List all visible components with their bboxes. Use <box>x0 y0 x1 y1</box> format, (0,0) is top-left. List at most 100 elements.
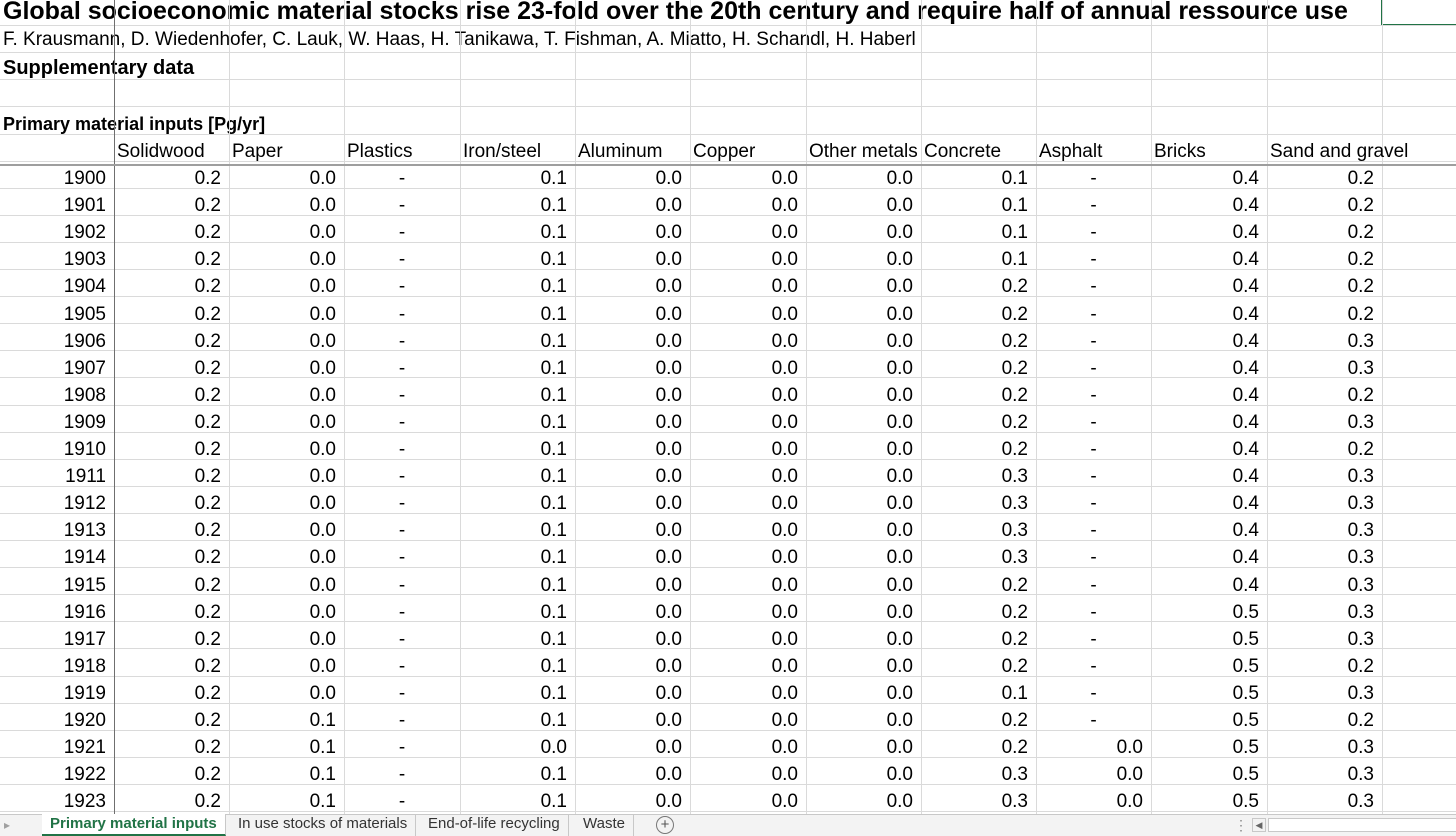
data-cell[interactable]: - <box>398 683 406 704</box>
data-cell[interactable]: 0.1 <box>540 385 567 406</box>
data-cell[interactable]: 0.0 <box>886 656 913 677</box>
data-cell[interactable]: 0.2 <box>194 520 221 541</box>
data-cell[interactable]: 0.3 <box>1347 412 1374 433</box>
data-cell[interactable]: 0.0 <box>309 195 336 216</box>
data-cell[interactable]: 0.0 <box>309 222 336 243</box>
data-cell[interactable]: - <box>398 385 406 406</box>
year-cell[interactable]: 1911 <box>65 466 106 487</box>
column-header[interactable]: Paper <box>232 141 283 162</box>
data-cell[interactable]: 0.2 <box>1001 737 1028 758</box>
column-header[interactable]: Copper <box>693 141 756 162</box>
data-cell[interactable]: 0.0 <box>886 304 913 325</box>
tab-scroll-left-icon[interactable]: ▸ <box>4 818 11 832</box>
data-cell[interactable]: 0.1 <box>540 195 567 216</box>
data-cell[interactable]: 0.0 <box>886 629 913 650</box>
data-cell[interactable]: 0.4 <box>1232 222 1259 243</box>
data-cell[interactable]: 0.2 <box>194 683 221 704</box>
data-cell[interactable]: 0.0 <box>309 629 336 650</box>
data-cell[interactable]: 0.2 <box>1001 629 1028 650</box>
data-cell[interactable]: 0.0 <box>1116 764 1143 785</box>
data-cell[interactable]: 0.1 <box>540 764 567 785</box>
data-cell[interactable]: 0.3 <box>1347 358 1374 379</box>
data-cell[interactable]: 0.0 <box>655 602 682 623</box>
data-cell[interactable]: 0.2 <box>194 249 221 270</box>
year-cell[interactable]: 1902 <box>63 222 106 243</box>
data-cell[interactable]: - <box>398 168 406 189</box>
data-cell[interactable]: 0.1 <box>309 791 336 812</box>
data-cell[interactable]: 0.1 <box>1001 222 1028 243</box>
data-cell[interactable]: 0.1 <box>540 331 567 352</box>
data-cell[interactable]: 0.2 <box>1001 412 1028 433</box>
data-cell[interactable]: 0.1 <box>540 656 567 677</box>
data-cell[interactable]: 0.0 <box>771 656 798 677</box>
data-cell[interactable]: 0.0 <box>655 222 682 243</box>
data-cell[interactable]: 0.2 <box>194 602 221 623</box>
data-cell[interactable]: 0.0 <box>771 249 798 270</box>
column-header[interactable]: Asphalt <box>1039 141 1103 162</box>
data-cell[interactable]: 0.0 <box>309 575 336 596</box>
data-cell[interactable]: 0.0 <box>771 439 798 460</box>
data-cell[interactable]: - <box>1090 304 1097 325</box>
data-cell[interactable]: 0.0 <box>655 493 682 514</box>
data-cell[interactable]: - <box>1090 222 1097 243</box>
data-cell[interactable]: 0.1 <box>1001 168 1028 189</box>
year-cell[interactable]: 1912 <box>63 493 106 514</box>
data-cell[interactable]: 0.0 <box>309 602 336 623</box>
data-cell[interactable]: 0.0 <box>309 249 336 270</box>
data-cell[interactable]: 0.5 <box>1232 791 1259 812</box>
data-cell[interactable]: 0.2 <box>1347 710 1374 731</box>
tab-in-use-stocks[interactable]: In use stocks of materials <box>230 814 417 836</box>
data-cell[interactable]: 0.1 <box>540 629 567 650</box>
data-cell[interactable]: - <box>398 629 406 650</box>
data-cell[interactable]: 0.4 <box>1232 249 1259 270</box>
data-cell[interactable]: - <box>1090 493 1097 514</box>
data-cell[interactable]: 0.4 <box>1232 520 1259 541</box>
data-cell[interactable]: 0.1 <box>540 276 567 297</box>
data-cell[interactable]: - <box>398 331 406 352</box>
data-cell[interactable]: 0.0 <box>886 520 913 541</box>
data-cell[interactable]: 0.1 <box>540 412 567 433</box>
data-cell[interactable]: 0.2 <box>1001 575 1028 596</box>
data-cell[interactable]: 0.0 <box>655 195 682 216</box>
column-header[interactable]: Other metals <box>809 141 918 162</box>
data-cell[interactable]: 0.1 <box>1001 683 1028 704</box>
data-cell[interactable]: 0.3 <box>1001 791 1028 812</box>
data-cell[interactable]: 0.1 <box>540 602 567 623</box>
data-cell[interactable]: 0.1 <box>540 439 567 460</box>
data-cell[interactable]: - <box>1090 466 1097 487</box>
year-cell[interactable]: 1908 <box>63 385 106 406</box>
data-cell[interactable]: - <box>1090 385 1097 406</box>
tab-waste[interactable]: Waste <box>575 814 634 836</box>
data-cell[interactable]: - <box>1090 520 1097 541</box>
data-cell[interactable]: 0.0 <box>309 466 336 487</box>
data-cell[interactable]: 0.4 <box>1232 358 1259 379</box>
data-cell[interactable]: 0.0 <box>309 412 336 433</box>
data-cell[interactable]: 0.2 <box>194 304 221 325</box>
data-cell[interactable]: - <box>1090 168 1097 189</box>
year-cell[interactable]: 1918 <box>63 656 106 677</box>
data-cell[interactable]: 0.0 <box>771 304 798 325</box>
data-cell[interactable]: 0.0 <box>771 358 798 379</box>
data-cell[interactable]: - <box>398 602 406 623</box>
data-cell[interactable]: 0.3 <box>1347 764 1374 785</box>
data-cell[interactable]: 0.0 <box>309 304 336 325</box>
data-cell[interactable]: 0.0 <box>655 466 682 487</box>
data-cell[interactable]: 0.1 <box>309 710 336 731</box>
data-cell[interactable]: 0.1 <box>1001 249 1028 270</box>
add-sheet-icon[interactable]: + <box>656 816 674 834</box>
data-cell[interactable]: 0.2 <box>194 358 221 379</box>
data-cell[interactable]: 0.0 <box>309 358 336 379</box>
more-options-icon[interactable]: ⋮ <box>1234 817 1248 833</box>
data-cell[interactable]: - <box>398 547 406 568</box>
year-cell[interactable]: 1909 <box>63 412 106 433</box>
data-cell[interactable]: 0.0 <box>309 547 336 568</box>
data-cell[interactable]: 0.2 <box>194 385 221 406</box>
data-cell[interactable]: 0.2 <box>194 656 221 677</box>
data-cell[interactable]: 0.0 <box>771 222 798 243</box>
data-cell[interactable]: 0.3 <box>1347 791 1374 812</box>
data-cell[interactable]: 0.2 <box>1347 249 1374 270</box>
data-cell[interactable]: 0.0 <box>309 683 336 704</box>
data-cell[interactable]: 0.2 <box>1001 439 1028 460</box>
data-cell[interactable]: 0.0 <box>771 710 798 731</box>
data-cell[interactable]: 0.1 <box>540 168 567 189</box>
